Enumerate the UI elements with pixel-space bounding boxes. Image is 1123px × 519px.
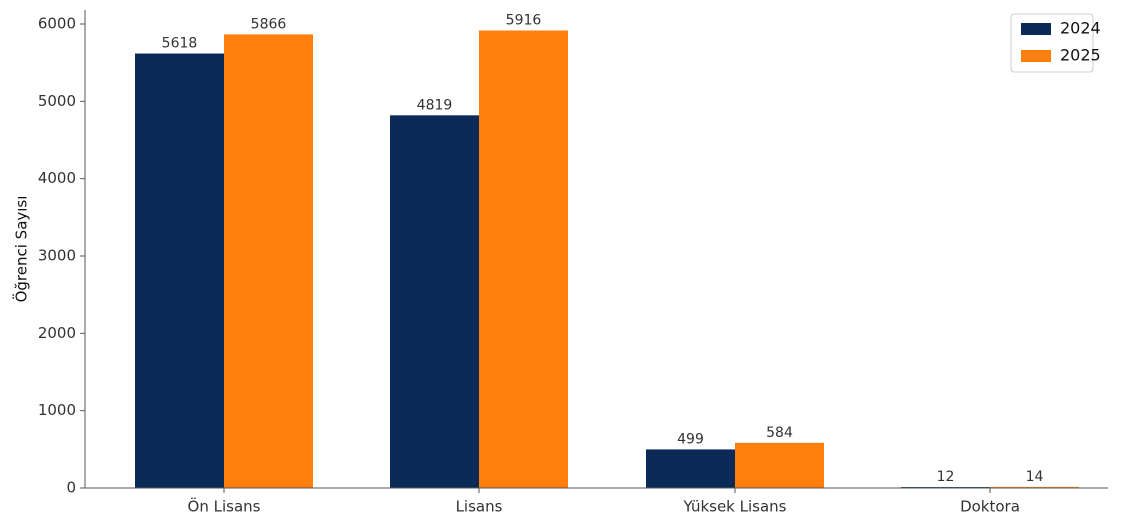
data-label: 12 — [937, 469, 955, 485]
legend-swatch-2024 — [1021, 23, 1051, 35]
data-label: 5618 — [162, 36, 198, 52]
legend-swatch-2025 — [1021, 50, 1051, 62]
data-label: 4819 — [417, 97, 453, 113]
x-tick-label: Yüksek Lisans — [683, 498, 787, 516]
x-tick-label: Ön Lisans — [188, 497, 261, 516]
bars-group — [135, 30, 1079, 489]
y-tick-label: 0 — [66, 479, 76, 497]
data-label: 5916 — [506, 12, 542, 28]
data-labels-group: 5618 5866 4819 5916 499 584 12 14 — [162, 12, 1044, 485]
x-tick-label: Lisans — [456, 498, 503, 516]
bar-2024-1 — [390, 115, 479, 489]
y-tick-label: 3000 — [38, 247, 76, 265]
bar-2025-3 — [990, 486, 1079, 488]
legend-label-2024: 2024 — [1060, 19, 1101, 38]
y-axis-title: Öğrenci Sayısı — [12, 196, 31, 303]
bar-2025-2 — [735, 442, 824, 488]
legend-label-2025: 2025 — [1060, 46, 1101, 65]
bar-2025-1 — [479, 30, 568, 488]
data-label: 5866 — [251, 16, 287, 32]
y-tick-label: 5000 — [38, 92, 76, 110]
bar-2025-0 — [224, 34, 313, 488]
y-tick-label: 1000 — [38, 401, 76, 419]
bar-2024-2 — [646, 449, 735, 488]
x-tick-label: Doktora — [960, 498, 1020, 516]
x-axis: Ön Lisans Lisans Yüksek Lisans Doktora — [85, 487, 1108, 516]
y-tick-label: 6000 — [38, 15, 76, 33]
data-label: 14 — [1026, 469, 1044, 485]
legend: 2024 2025 — [1010, 13, 1101, 73]
y-tick-label: 2000 — [38, 324, 76, 342]
y-axis: 0 1000 2000 3000 4000 5000 6000 — [38, 10, 86, 497]
data-label: 499 — [677, 431, 704, 447]
bar-2024-0 — [135, 53, 224, 489]
y-tick-label: 4000 — [38, 169, 76, 187]
data-label: 584 — [766, 425, 793, 441]
